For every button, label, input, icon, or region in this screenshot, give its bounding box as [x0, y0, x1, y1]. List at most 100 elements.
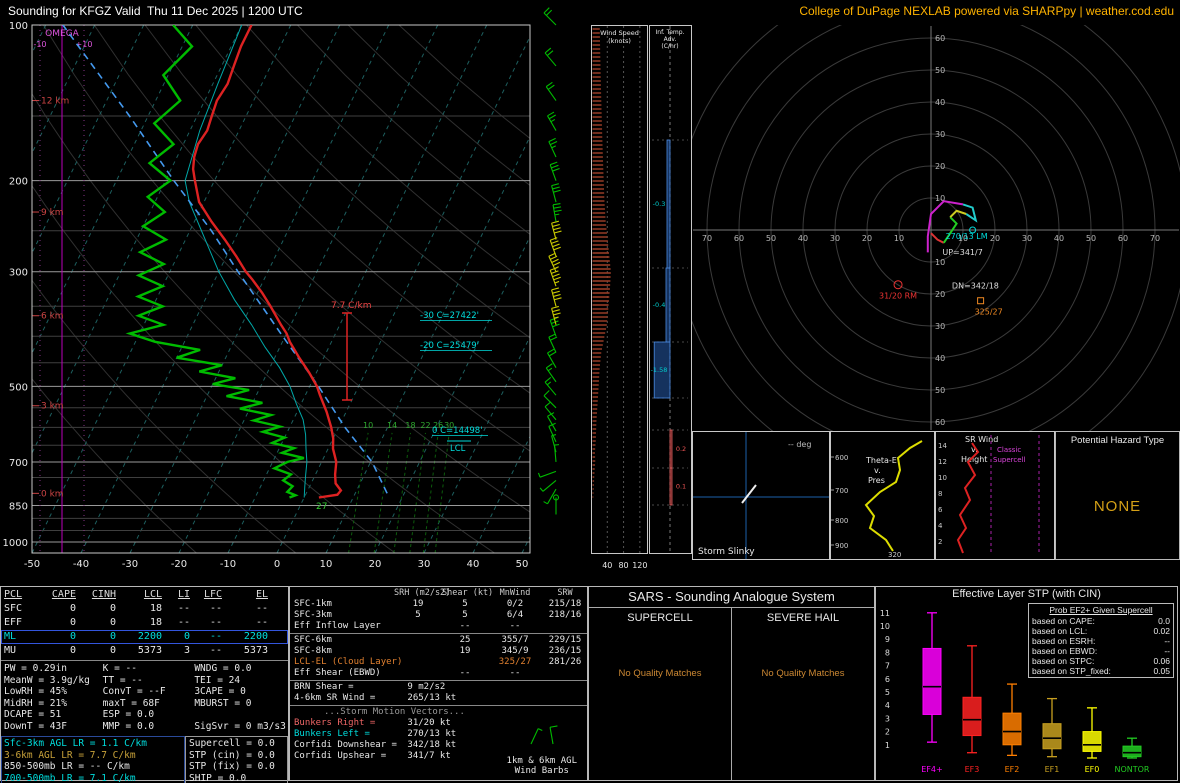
svg-text:2: 2: [938, 538, 942, 546]
site-credit: College of DuPage NEXLAB powered via SHA…: [799, 4, 1174, 18]
page-title: Sounding for KFGZ Valid Thu 11 Dec 2025 …: [8, 4, 303, 18]
svg-text:1: 1: [885, 741, 890, 750]
right-mover-marker: [893, 280, 903, 290]
stp-legend-row: based on CAPE: 0.0: [1032, 616, 1170, 626]
index-item: DownT = 43F: [4, 720, 67, 732]
storm-motion-line: Corfidi Downshear = 342/18 kt: [290, 740, 587, 751]
stp-box: [1082, 731, 1102, 752]
stp-legend-row: based on EBWD: --: [1032, 646, 1170, 656]
pcl-cell: 0: [109, 631, 116, 642]
kin-cell: 19: [459, 646, 471, 656]
svg-text:40: 40: [798, 234, 808, 243]
svg-text:7.7 C/km: 7.7 C/km: [331, 301, 371, 311]
svg-text:9: 9: [885, 635, 890, 644]
kin-cell: --: [509, 668, 521, 678]
theta-e-trace: [864, 440, 923, 552]
kin-cell: --: [509, 621, 521, 631]
svg-text:Storm Slinky: Storm Slinky: [698, 547, 755, 557]
sr-wind-46-value: 265/13 kt: [407, 693, 457, 703]
index-item: [194, 709, 288, 721]
index-item: K = --: [102, 663, 137, 674]
wind-barb: [537, 470, 557, 478]
hazard-title: Potential Hazard Type: [1070, 435, 1165, 446]
sars-title: SARS - Sounding Analogue System: [589, 587, 874, 608]
pcl-row-mu: MU 0 0 5373 3 -- 5373: [1, 644, 288, 658]
svg-text:EF0: EF0: [1085, 765, 1100, 774]
svg-text:325/27: 325/27: [975, 308, 1003, 317]
svg-text:EF4+: EF4+: [921, 765, 942, 774]
kin-cell: [394, 635, 442, 646]
wind-barbs-note: 1km & 6km AGL Wind Barbs: [507, 756, 577, 776]
title-bar: Sounding for KFGZ Valid Thu 11 Dec 2025 …: [0, 0, 1180, 24]
svg-text:Pres: Pres: [868, 476, 885, 485]
sars-supercell-column: SUPERCELL No Quality Matches: [589, 608, 731, 780]
svg-text:+10: +10: [76, 40, 93, 49]
kin-cell: 6/4: [506, 610, 524, 620]
svg-text:0 C=14498': 0 C=14498': [432, 426, 483, 436]
kin-cell: 355/7: [501, 635, 529, 645]
svg-text:4: 4: [885, 701, 890, 710]
index-item: 3CAPE = 0: [194, 686, 246, 697]
stp-legend-label: based on EBWD:: [1032, 646, 1098, 656]
kin-cell: [394, 646, 442, 657]
stp-legend-title: Prob EF2+ Given Supercell: [1049, 605, 1153, 615]
pcl-cell: 0: [69, 617, 76, 628]
kin-cell: [442, 657, 488, 668]
pcl-cell: 0: [109, 645, 116, 656]
pcl-cell: --: [209, 631, 222, 642]
svg-text:27: 27: [316, 502, 327, 512]
svg-text:14: 14: [387, 421, 397, 430]
index-item: MeanW = 3.9g/kg: [4, 674, 90, 686]
svg-text:(C/hr): (C/hr): [661, 43, 678, 50]
svg-text:50: 50: [1086, 234, 1096, 243]
svg-text:26: 26: [433, 421, 443, 430]
wind-barb: [545, 363, 557, 383]
thermo-indices-col1: PW = 0.29in MeanW = 3.9g/kg LowRH = 45% …: [4, 663, 103, 732]
wetbulb-trace: [184, 25, 308, 498]
wind-barb: [551, 183, 561, 203]
index-item: TEI = 24: [194, 674, 241, 686]
pcl-cell: --: [177, 617, 190, 628]
lapse-rate-item: 700-500mb LR = 7.1 C/km: [4, 772, 136, 783]
pcl-cell: 3: [183, 645, 190, 656]
divider: [290, 680, 587, 681]
svg-text:0.2: 0.2: [676, 445, 686, 453]
pcl-cell: 0: [69, 603, 76, 614]
wind-barb: [547, 348, 557, 368]
svg-text:40: 40: [935, 354, 945, 363]
kin-row: SFC-8km 19 345/9 236/15: [290, 646, 587, 657]
svg-text:NONTOR: NONTOR: [1114, 765, 1149, 774]
svg-text:3: 3: [885, 714, 890, 723]
svg-text:-20: -20: [171, 559, 187, 570]
svg-text:40: 40: [935, 98, 945, 107]
cloud-layer-wind-marker: [977, 297, 985, 305]
svg-text:OMEGA: OMEGA: [45, 29, 80, 39]
bunkers-right-label: Bunkers Right =: [294, 718, 376, 728]
wind-barb: [543, 390, 557, 409]
wind-barb: [549, 161, 560, 181]
kin-cell: --: [459, 621, 471, 631]
pcl-cell: 5373: [243, 645, 268, 656]
kin-cell: 5: [462, 599, 468, 609]
kin-cell: 215/18: [548, 599, 582, 609]
pcl-cell: --: [209, 617, 222, 628]
kin-cell: Eff Shear (EBWD): [294, 668, 381, 678]
svg-text:-20 C=25479': -20 C=25479': [420, 341, 479, 351]
composite-item: STP (fix) = 0.0: [189, 761, 275, 772]
hodograph-trace: [926, 200, 964, 253]
wind-barb: [544, 401, 557, 421]
svg-text:7: 7: [885, 662, 890, 671]
wind-barbs-note-line: 1km & 6km AGL: [506, 756, 577, 766]
svg-text:20: 20: [935, 290, 945, 299]
kin-cell: 5: [415, 610, 421, 620]
kin-table-header: SRH (m2/s2) Shear (kt) MnWind SRW: [290, 588, 587, 599]
svg-text:20: 20: [935, 162, 945, 171]
kin-cell: --: [459, 668, 471, 678]
corfidi-upshear-label: Corfidi Upshear =: [294, 751, 387, 761]
svg-text:70: 70: [702, 234, 712, 243]
stp-box: [922, 647, 942, 715]
wind-barb: [543, 7, 557, 26]
composite-item: Supercell = 0.0: [189, 738, 275, 749]
svg-text:10: 10: [935, 258, 945, 267]
